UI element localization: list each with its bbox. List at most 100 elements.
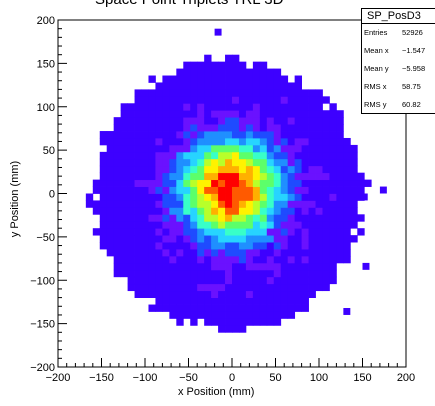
heatmap-cell: [162, 249, 170, 257]
heatmap-cell: [329, 137, 337, 146]
heatmap-cell: [169, 124, 177, 132]
heatmap-cell: [141, 172, 149, 181]
heatmap-cells: [85, 28, 387, 333]
stats-value: 60.82: [402, 100, 421, 109]
heatmap-cell: [106, 214, 115, 222]
heatmap-cell: [155, 304, 163, 312]
heatmap-cell: [134, 269, 142, 278]
heatmap-cell: [308, 117, 316, 125]
heatmap-cell: [266, 269, 275, 278]
heatmap-cell: [190, 96, 198, 104]
heatmap-cell: [343, 172, 351, 181]
heatmap-cell: [273, 193, 282, 201]
heatmap-cell: [204, 242, 212, 250]
heatmap-cell: [176, 262, 184, 271]
x-tick-label: 100: [310, 372, 328, 384]
heatmap-cell: [204, 89, 212, 97]
heatmap-cell: [232, 89, 240, 97]
heatmap-cell: [308, 103, 316, 111]
heatmap-cell: [169, 276, 177, 285]
heatmap-cell: [204, 75, 212, 83]
heatmap-cell: [266, 172, 275, 181]
heatmap-cell: [211, 137, 219, 146]
heatmap-cell: [141, 200, 149, 208]
heatmap-cell: [252, 228, 261, 236]
heatmap-cell: [245, 221, 254, 229]
heatmap-cell: [273, 304, 282, 312]
heatmap-cell: [190, 61, 198, 69]
heatmap-cell: [225, 235, 233, 243]
heatmap-cell: [204, 290, 212, 298]
heatmap-cell: [280, 242, 289, 250]
stats-label: RMS y: [364, 100, 387, 109]
heatmap-cell: [211, 297, 219, 305]
heatmap-cell: [294, 207, 302, 215]
heatmap-cell: [315, 131, 323, 139]
heatmap-cell: [162, 186, 170, 194]
heatmap-cell: [301, 200, 309, 208]
heatmap-cell: [238, 68, 247, 76]
heatmap-cell: [315, 283, 323, 292]
heatmap-cell: [218, 82, 226, 90]
heatmap-cell: [148, 137, 156, 146]
heatmap-cell: [308, 179, 316, 187]
heatmap-cell: [190, 200, 198, 208]
heatmap-cell: [162, 297, 170, 305]
heatmap-cell: [225, 269, 233, 278]
heatmap-cell: [364, 179, 372, 187]
heatmap-cell: [266, 89, 275, 97]
heatmap-cell: [169, 137, 177, 146]
heatmap-cell: [280, 297, 289, 305]
heatmap-cell: [350, 200, 358, 208]
heatmap-cell: [183, 131, 191, 139]
heatmap-cell: [106, 179, 115, 187]
heatmap-cell: [294, 200, 302, 208]
heatmap-cell: [315, 151, 323, 160]
heatmap-cell: [190, 290, 198, 298]
heatmap-cell: [190, 249, 198, 257]
heatmap-cell: [315, 255, 323, 264]
heatmap-cell: [329, 186, 337, 194]
heatmap-cell: [211, 214, 219, 222]
heatmap-cell: [204, 228, 212, 236]
heatmap-cell: [211, 96, 219, 104]
heatmap-cell: [280, 117, 289, 125]
heatmap-cell: [197, 151, 205, 160]
heatmap-cell: [225, 228, 233, 236]
heatmap-cell: [232, 117, 240, 125]
heatmap-cell: [232, 144, 240, 153]
heatmap-cell: [218, 325, 226, 333]
heatmap-cell: [301, 228, 309, 236]
heatmap-cell: [280, 75, 289, 83]
heatmap-cell: [343, 193, 351, 201]
heatmap-cell: [197, 290, 205, 298]
heatmap-cell: [308, 200, 316, 208]
heatmap-cell: [155, 207, 163, 215]
heatmap-cell: [176, 276, 184, 285]
heatmap-cell: [315, 137, 323, 146]
stats-value: −1.547: [402, 46, 426, 55]
heatmap-cell: [336, 158, 344, 167]
heatmap-cell: [287, 165, 296, 174]
heatmap-cell: [238, 235, 247, 243]
heatmap-cell: [183, 262, 191, 271]
heatmap-cell: [308, 235, 316, 243]
heatmap-cell: [197, 137, 205, 146]
heatmap-cell: [155, 89, 163, 97]
heatmap-cell: [329, 200, 337, 208]
heatmap-cell: [211, 172, 219, 181]
heatmap-cell: [225, 318, 233, 326]
heatmap-cell: [148, 144, 156, 153]
heatmap-cell: [190, 68, 198, 76]
heatmap-cell: [273, 255, 282, 264]
stats-label: Mean x: [364, 46, 389, 55]
heatmap-cell: [120, 269, 128, 278]
chart-title: Space Point Triplets TRL 3D: [95, 0, 283, 8]
heatmap-cell: [232, 311, 240, 319]
heatmap-cell: [294, 131, 302, 139]
heatmap-cell: [315, 269, 323, 278]
heatmap-cell: [120, 165, 128, 174]
heatmap-cell: [155, 158, 163, 167]
heatmap-cell: [127, 131, 135, 139]
heatmap-cell: [162, 110, 170, 118]
